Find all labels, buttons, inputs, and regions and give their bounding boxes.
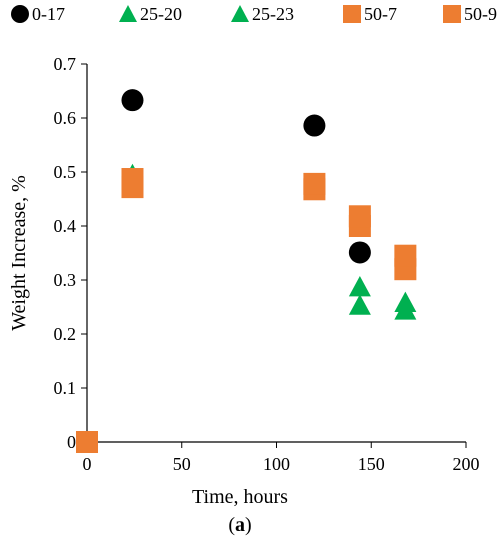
data-point xyxy=(394,244,417,267)
legend-marker xyxy=(343,5,361,23)
data-marks xyxy=(76,89,417,453)
legend-label: 0-17 xyxy=(32,4,65,24)
x-tick-label: 0 xyxy=(83,454,92,474)
data-point xyxy=(348,276,371,297)
data-point xyxy=(348,241,371,264)
y-tick-label: 0.2 xyxy=(54,324,77,344)
data-point xyxy=(76,431,98,453)
legend-item: 0-17 xyxy=(11,4,65,24)
y-tick-label: 0.7 xyxy=(54,54,77,74)
legend-label: 25-23 xyxy=(252,4,294,24)
data-point xyxy=(348,205,371,228)
legend-marker xyxy=(11,5,29,23)
legend-marker xyxy=(119,5,137,22)
data-point xyxy=(303,114,326,137)
legend-marker xyxy=(231,5,249,22)
y-tick-label: 0.5 xyxy=(54,162,77,182)
y-tick-label: 0.1 xyxy=(54,378,77,398)
data-point xyxy=(121,168,144,191)
data-point xyxy=(303,172,326,195)
legend-label: 25-20 xyxy=(140,4,182,24)
legend-item: 25-23 xyxy=(231,4,294,24)
legend-label: 50-9 xyxy=(464,4,497,24)
series-0-17 xyxy=(76,89,371,453)
x-tick-label: 100 xyxy=(263,454,290,474)
y-tick-label: 0 xyxy=(67,432,76,452)
y-axis-title: Weight Increase, % xyxy=(8,175,30,331)
legend-label: 50-7 xyxy=(364,4,397,24)
panel-label: (a) xyxy=(228,514,251,536)
panel-label-letter: a xyxy=(235,514,245,536)
legend-item: 50-7 xyxy=(343,4,397,24)
data-point xyxy=(394,291,417,313)
x-tick-label: 200 xyxy=(453,454,480,474)
x-axis: 0 50 100 150 200 xyxy=(83,442,480,474)
data-point xyxy=(348,294,371,315)
y-tick-label: 0.6 xyxy=(54,108,77,128)
y-tick-label: 0.3 xyxy=(54,270,77,290)
y-tick-label: 0.4 xyxy=(54,216,77,236)
legend-item: 50-9 xyxy=(443,4,497,24)
legend-marker xyxy=(443,5,461,23)
legend: 0-17 25-20 25-23 50-7 50-9 xyxy=(11,4,497,24)
x-tick-label: 150 xyxy=(358,454,385,474)
x-tick-label: 50 xyxy=(173,454,191,474)
panel-label-close: ) xyxy=(245,514,252,536)
y-axis: 0 0.1 0.2 0.3 0.4 0.5 0.6 0.7 xyxy=(54,54,87,452)
panel-label-open: ( xyxy=(228,514,235,536)
x-axis-title: Time, hours xyxy=(192,486,288,508)
data-point xyxy=(121,89,144,112)
legend-item: 25-20 xyxy=(119,4,182,24)
series-50-9 xyxy=(76,168,417,453)
